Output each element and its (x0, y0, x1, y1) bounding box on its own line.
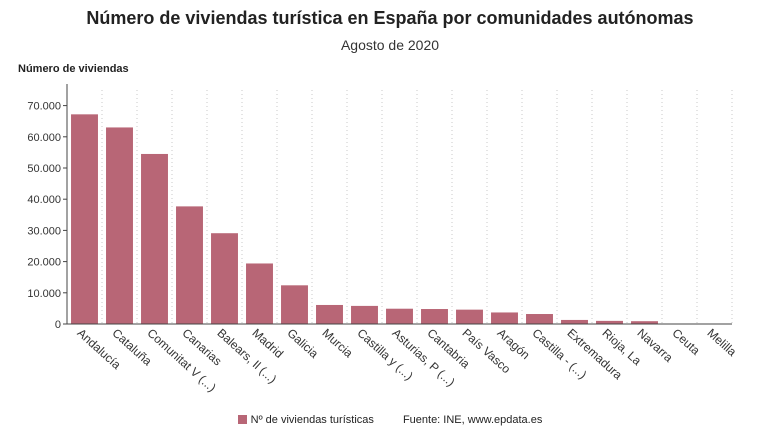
y-axis-label: Número de viviendas (18, 63, 129, 75)
bar (281, 285, 308, 324)
legend-swatch (237, 415, 247, 424)
legend-label: Nº de viviendas turísticas (250, 414, 374, 426)
chart-title: Número de viviendas turística en España … (86, 8, 694, 28)
y-tick-label: 40.000 (27, 194, 61, 206)
x-tick-label: Galicia (284, 326, 321, 361)
chart-subtitle: Agosto de 2020 (340, 37, 440, 53)
y-tick-label: 30.000 (27, 225, 61, 237)
bar (211, 233, 238, 324)
y-tick-label: 10.000 (27, 288, 61, 300)
bar (596, 320, 623, 324)
bar (526, 314, 553, 324)
bar (561, 319, 588, 324)
bar (491, 312, 518, 324)
bar (106, 127, 133, 324)
bar (316, 304, 343, 324)
x-tick-label: Murcia (319, 326, 355, 361)
y-tick-label: 20.000 (27, 257, 61, 269)
bar (71, 114, 98, 324)
bar (351, 305, 378, 324)
bar (386, 308, 413, 324)
bar (631, 321, 658, 324)
source-note: Fuente: INE, www.epdata.es (402, 414, 543, 426)
bar (246, 263, 273, 324)
y-tick-label: 70.000 (27, 101, 61, 113)
bar (456, 309, 483, 324)
legend: Nº de viviendas turísticas Fuente: INE, … (0, 414, 780, 426)
y-tick-label: 50.000 (27, 163, 61, 175)
bar (421, 309, 448, 324)
x-tick-label: Melilla (704, 326, 739, 359)
y-tick-label: 60.000 (27, 132, 61, 144)
bar (141, 153, 168, 324)
y-tick-label: 0 (55, 319, 61, 331)
bar (176, 206, 203, 324)
